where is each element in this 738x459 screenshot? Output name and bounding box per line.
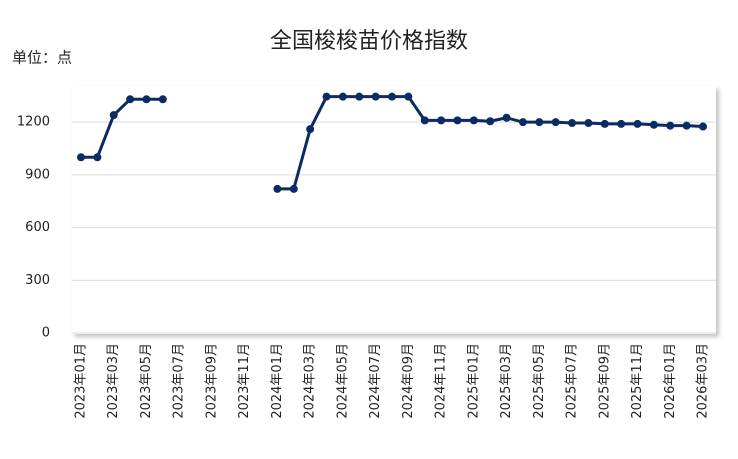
point bbox=[535, 118, 544, 127]
y-tick-label: 900 bbox=[25, 167, 50, 182]
point bbox=[600, 119, 609, 128]
point bbox=[682, 121, 691, 130]
point bbox=[388, 92, 396, 101]
point bbox=[666, 121, 675, 130]
point bbox=[355, 92, 364, 101]
point bbox=[486, 117, 495, 126]
plot-area bbox=[72, 86, 716, 334]
point bbox=[420, 116, 429, 125]
point bbox=[649, 120, 658, 129]
point bbox=[158, 95, 167, 104]
point bbox=[93, 153, 102, 162]
point bbox=[699, 122, 707, 131]
x-tick-label: 2025年11月 bbox=[630, 343, 645, 419]
point bbox=[518, 118, 527, 127]
x-tick-label: 2023年05月 bbox=[139, 343, 154, 419]
point bbox=[109, 111, 118, 120]
x-tick-label: 2024年05月 bbox=[335, 343, 350, 419]
x-tick-label: 2024年11月 bbox=[434, 343, 449, 419]
point bbox=[502, 113, 511, 122]
point bbox=[568, 119, 577, 128]
y-tick-label: 300 bbox=[25, 273, 50, 288]
x-tick-label: 2025年09月 bbox=[597, 343, 612, 419]
point bbox=[322, 92, 331, 101]
point bbox=[273, 184, 282, 193]
point bbox=[617, 119, 626, 128]
x-tick-label: 2023年11月 bbox=[237, 343, 252, 419]
x-tick-label: 2025年03月 bbox=[499, 343, 514, 419]
x-tick-label: 2026年03月 bbox=[696, 343, 711, 419]
x-tick-label: 2023年03月 bbox=[106, 343, 121, 419]
x-tick-label: 2023年01月 bbox=[74, 343, 89, 419]
x-tick-label: 2024年01月 bbox=[270, 343, 285, 419]
point bbox=[142, 95, 151, 104]
y-tick-label: 600 bbox=[25, 220, 50, 235]
x-tick-label: 2025年05月 bbox=[532, 343, 547, 419]
point bbox=[469, 116, 478, 125]
y-tick-label: 1200 bbox=[17, 115, 50, 130]
point bbox=[338, 92, 347, 101]
point bbox=[584, 119, 593, 128]
x-tick-label: 2024年07月 bbox=[368, 343, 383, 419]
point bbox=[437, 116, 446, 125]
y-tick-label: 0 bbox=[42, 326, 50, 341]
chart-title: 全国梭梭苗价格指数 bbox=[270, 29, 468, 54]
point bbox=[289, 184, 298, 193]
x-tick-label: 2024年09月 bbox=[401, 343, 416, 419]
x-tick-label: 2025年01月 bbox=[466, 343, 481, 419]
x-tick-label: 2025年07月 bbox=[565, 343, 580, 419]
point bbox=[633, 119, 642, 128]
x-tick-label: 2023年07月 bbox=[172, 343, 187, 419]
x-tick-label: 2026年01月 bbox=[663, 343, 678, 419]
x-tick-label: 2023年09月 bbox=[204, 343, 219, 419]
point bbox=[551, 118, 560, 127]
unit-label: 单位：点 bbox=[12, 49, 72, 67]
point bbox=[453, 116, 462, 125]
point bbox=[126, 95, 135, 104]
point bbox=[306, 125, 315, 134]
x-tick-label: 2024年03月 bbox=[303, 343, 318, 419]
point bbox=[404, 92, 413, 101]
point bbox=[371, 92, 380, 101]
point bbox=[77, 153, 85, 162]
